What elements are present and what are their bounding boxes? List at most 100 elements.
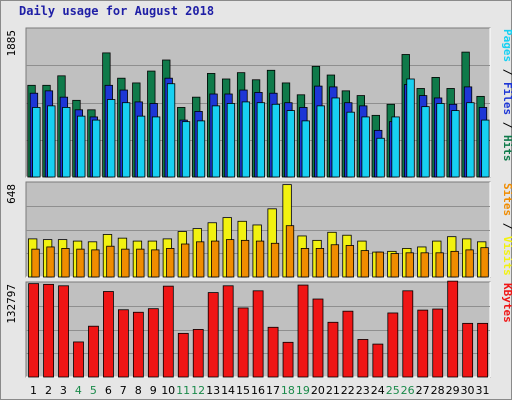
right-axis-legend: Pages / Files / Hits	[501, 29, 512, 162]
x-tick-label: 12	[191, 384, 205, 397]
pages-bar	[316, 105, 325, 178]
x-tick-label: 9	[150, 384, 157, 397]
kbytes-bar	[43, 283, 54, 378]
pages-bar	[122, 102, 131, 178]
kbytes-bar	[237, 307, 249, 378]
x-tick-label: 26	[401, 384, 415, 397]
pages-bar	[466, 102, 475, 178]
kbytes-bar	[28, 283, 40, 378]
x-tick-label: 17	[266, 384, 280, 397]
kbytes-bar	[327, 321, 339, 378]
kbytes-bar	[252, 290, 264, 378]
kbytes-bar	[103, 291, 114, 378]
sites-bar	[196, 241, 205, 278]
pages-bar	[166, 83, 176, 178]
pages-bar	[196, 120, 206, 178]
x-tick-label: 20	[311, 384, 325, 397]
sites-bar	[121, 248, 130, 278]
pages-bar	[181, 121, 191, 178]
legend-entry: /	[501, 62, 512, 82]
sites-bar	[360, 250, 369, 278]
sites-bar	[480, 247, 489, 278]
legend-entry: Files	[501, 82, 512, 115]
right-axis-legend: Sites / Visits	[501, 183, 512, 276]
y-axis-max-label: 648	[5, 184, 18, 204]
sites-bar	[31, 248, 40, 278]
kbytes-bar	[462, 322, 474, 378]
sites-bar	[46, 246, 55, 278]
pages-bar	[47, 105, 56, 178]
pages-bar	[107, 99, 116, 178]
sites-bar	[330, 244, 340, 278]
x-tick-label: 22	[341, 384, 355, 397]
kbytes-bar	[132, 311, 144, 378]
pages-bar	[256, 102, 266, 178]
sites-bar	[390, 253, 399, 278]
sites-bar	[91, 249, 100, 278]
x-tick-label: 8	[135, 384, 142, 397]
sites-bar	[225, 239, 235, 278]
x-tick-label: 1	[30, 384, 37, 397]
sites-bar	[345, 245, 355, 278]
sites-bar	[300, 248, 310, 278]
x-tick-label: 11	[176, 384, 190, 397]
kbytes-bar	[177, 332, 189, 378]
right-axis-legend: KBytes	[501, 283, 512, 323]
kbytes-bar	[147, 308, 159, 378]
pages-bar	[406, 78, 415, 178]
y-axis-max-label: 1885	[5, 30, 18, 57]
x-tick-label: 31	[476, 384, 490, 397]
legend-entry: Visits	[501, 236, 512, 276]
legend-entry: Pages	[501, 29, 512, 62]
pages-bar	[346, 111, 355, 178]
sites-bar	[255, 240, 265, 278]
kbytes-bar	[58, 285, 69, 378]
legend-entry: KBytes	[501, 283, 512, 323]
x-tick-label: 30	[461, 384, 475, 397]
legend-entry: Sites	[501, 183, 512, 216]
pages-bar	[241, 101, 251, 178]
x-tick-label: 13	[206, 384, 220, 397]
chart-title: Daily usage for August 2018	[19, 4, 215, 18]
pages-bar	[286, 110, 295, 178]
kbytes-bar	[73, 341, 84, 378]
sites-bar	[181, 243, 190, 278]
x-tick-label: 23	[356, 384, 370, 397]
sites-bar	[106, 245, 115, 278]
pages-bar	[271, 103, 280, 178]
kbytes-bar	[267, 326, 279, 378]
pages-bar	[361, 116, 370, 178]
sites-bar	[420, 252, 429, 278]
kbytes-bar	[447, 280, 459, 378]
sites-bar	[166, 248, 175, 278]
sites-bar	[450, 250, 459, 278]
pages-bar	[301, 120, 310, 178]
x-tick-label: 27	[416, 384, 430, 397]
x-tick-label: 24	[371, 384, 385, 397]
legend-entry: Hits	[501, 135, 512, 162]
pages-bar	[92, 119, 101, 178]
x-tick-label: 4	[75, 384, 82, 397]
sites-bar	[375, 251, 384, 278]
y-axis-max-label: 132797	[5, 284, 18, 324]
pages-bar	[226, 103, 236, 178]
kbytes-bar	[357, 339, 369, 378]
kbytes-bar	[432, 308, 444, 378]
pages-bar	[62, 107, 71, 178]
kbytes-bar	[402, 290, 414, 378]
pages-bar	[421, 106, 430, 178]
x-tick-label: 25	[386, 384, 400, 397]
x-tick-label: 2	[45, 384, 52, 397]
pages-bar	[376, 137, 385, 178]
kbytes-bar	[342, 310, 354, 378]
pages-bar	[151, 116, 161, 178]
x-tick-label: 7	[120, 384, 127, 397]
pages-bar	[331, 97, 340, 178]
kbytes-bar	[162, 285, 174, 378]
sites-bar	[61, 248, 70, 278]
x-tick-label: 16	[251, 384, 265, 397]
kbytes-bar	[192, 329, 204, 378]
sites-bar	[270, 242, 280, 278]
